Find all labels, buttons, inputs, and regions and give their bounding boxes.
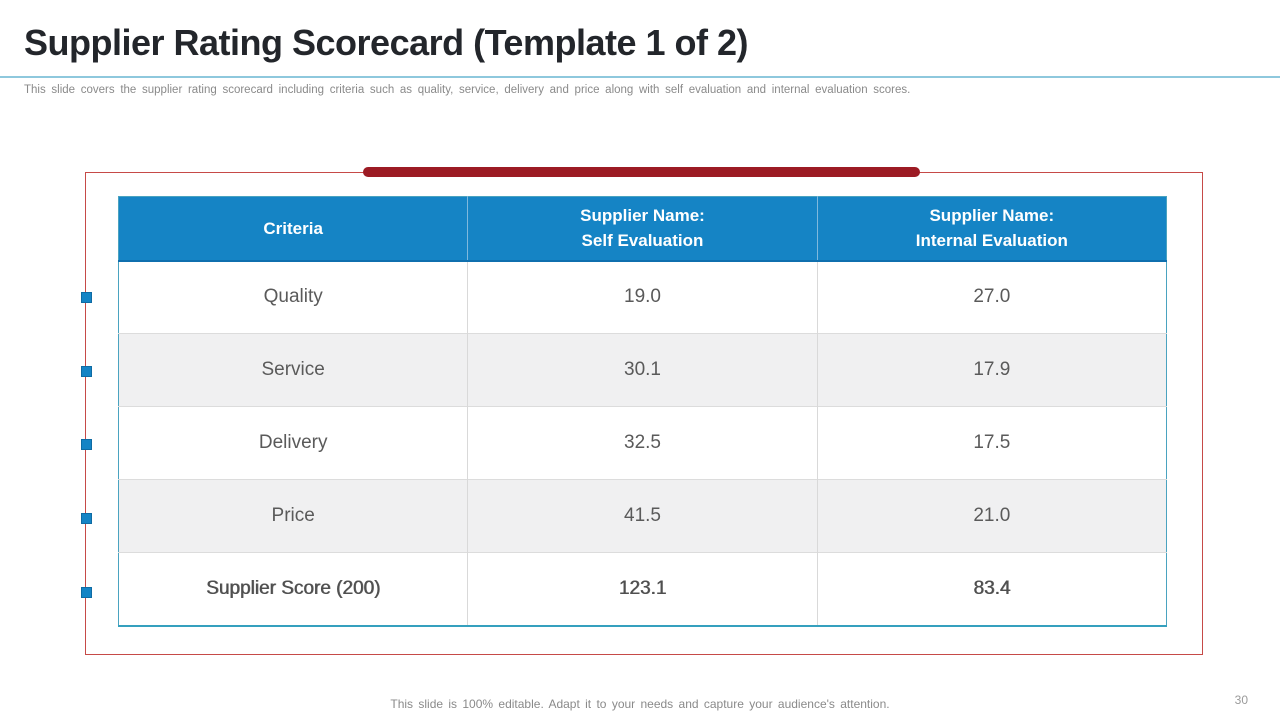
self-evaluation-cell: 123.1: [467, 552, 818, 627]
internal-evaluation-cell: 17.5: [816, 406, 1167, 480]
column-header-criteria: Criteria: [118, 196, 468, 262]
bullet-marker: [81, 366, 92, 377]
criteria-cell: Service: [118, 333, 468, 407]
column-header-self-evaluation: Supplier Name: Self Evaluation: [467, 196, 818, 262]
criteria-cell: Supplier Score (200): [118, 552, 468, 627]
table-header-row: Criteria Supplier Name: Self Evaluation …: [118, 196, 1167, 262]
internal-evaluation-cell: 17.9: [816, 333, 1167, 407]
page-title: Supplier Rating Scorecard (Template 1 of…: [24, 22, 749, 63]
header-label: Self Evaluation: [581, 231, 704, 251]
table-row: Price 41.5 21.0: [118, 479, 1167, 553]
self-evaluation-cell: 30.1: [467, 333, 818, 407]
header-label: Internal Evaluation: [915, 231, 1068, 251]
internal-evaluation-cell: 83.4: [816, 552, 1167, 627]
table-row-total: Supplier Score (200) 123.1 83.4: [118, 552, 1167, 627]
header-label: Criteria: [263, 218, 323, 238]
table-row: Delivery 32.5 17.5: [118, 406, 1167, 480]
header-label: Supplier Name:: [580, 205, 705, 225]
column-header-internal-evaluation: Supplier Name: Internal Evaluation: [816, 196, 1167, 262]
criteria-cell: Quality: [118, 260, 468, 334]
header-label: Supplier Name:: [929, 205, 1055, 225]
criteria-cell: Price: [118, 479, 468, 553]
accent-bar: [363, 167, 920, 177]
self-evaluation-cell: 19.0: [467, 260, 818, 334]
page-number: 30: [1234, 693, 1248, 707]
footer-note: This slide is 100% editable. Adapt it to…: [390, 697, 890, 711]
bullet-marker: [81, 513, 92, 524]
title-divider: [0, 76, 1280, 78]
bullet-marker: [81, 292, 92, 303]
self-evaluation-cell: 32.5: [467, 406, 818, 480]
bullet-marker: [81, 439, 92, 450]
slide-description: This slide covers the supplier rating sc…: [24, 84, 911, 96]
table-row: Quality 19.0 27.0: [118, 260, 1167, 334]
self-evaluation-cell: 41.5: [467, 479, 818, 553]
table-row: Service 30.1 17.9: [118, 333, 1167, 407]
internal-evaluation-cell: 27.0: [816, 260, 1167, 334]
internal-evaluation-cell: 21.0: [816, 479, 1167, 553]
scorecard-table: Criteria Supplier Name: Self Evaluation …: [118, 196, 1167, 627]
bullet-marker: [81, 587, 92, 598]
criteria-cell: Delivery: [118, 406, 468, 480]
